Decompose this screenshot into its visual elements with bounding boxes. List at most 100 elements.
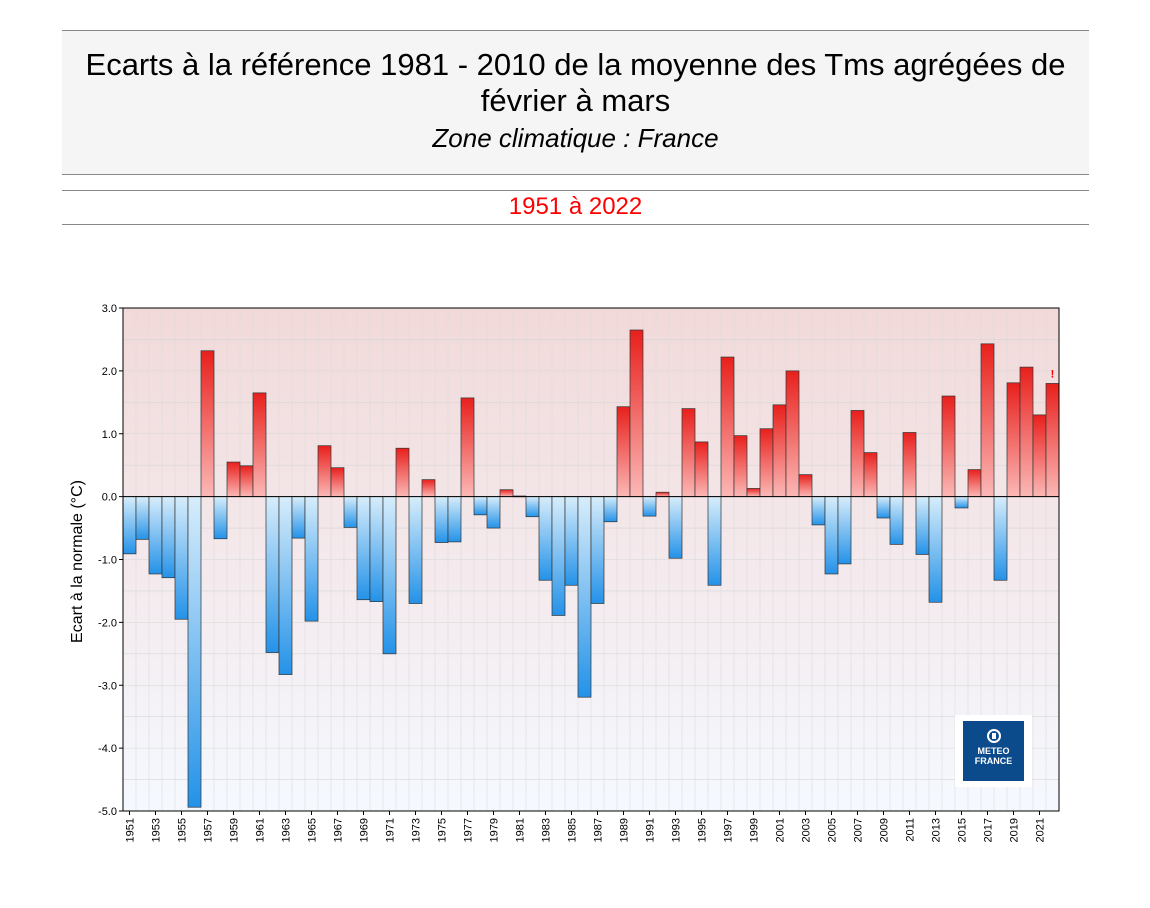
bar-1988	[603, 496, 618, 523]
x-tick-label: 1965	[307, 818, 319, 842]
bar-1989	[616, 406, 631, 497]
x-tick-label: 1969	[359, 818, 371, 842]
bar-2003	[798, 474, 813, 497]
x-tick-label: 1981	[515, 818, 527, 842]
x-tick-label: 1953	[151, 818, 163, 842]
logo-line2: FRANCE	[974, 756, 1013, 766]
bar-1997	[720, 356, 735, 497]
bar-1998	[733, 435, 748, 497]
bar-1985	[564, 496, 579, 586]
bar-1953	[148, 496, 163, 575]
bar-2015	[954, 496, 969, 509]
bar-1976	[447, 496, 462, 543]
x-tick-label: 2019	[1009, 818, 1021, 842]
x-tick-label: 1985	[567, 818, 579, 842]
bar-2016	[967, 469, 982, 497]
bar-2018	[993, 496, 1008, 581]
bar-1969	[356, 496, 371, 601]
x-tick-label: 1997	[723, 818, 735, 842]
bar-1968	[343, 496, 358, 528]
bar-1984	[551, 496, 566, 616]
bar-1966	[317, 445, 332, 497]
bar-2001	[772, 404, 787, 497]
bar-2013	[928, 496, 943, 603]
bar-1956	[187, 496, 202, 808]
bar-1974	[421, 479, 436, 497]
meteo-france-logo-icon	[986, 729, 1001, 743]
bar-1987	[590, 496, 605, 604]
bar-2007	[850, 410, 865, 497]
chart-title-line2: février à mars	[480, 83, 671, 118]
bar-2010	[889, 496, 904, 545]
bar-1992	[655, 491, 670, 497]
y-axis-label: Ecart à la normale (°C)	[69, 480, 86, 643]
bar-1963	[278, 496, 293, 675]
bar-2011	[902, 432, 917, 497]
x-tick-label: 1955	[177, 818, 189, 842]
meteo-france-logo: METEO FRANCE	[955, 715, 1032, 787]
y-tick-label: 1.0	[102, 429, 117, 441]
x-tick-label: 1999	[749, 818, 761, 842]
x-axis: 1951 1953 1955 1957 1959 1961 1963 1965 1967 1969…	[125, 811, 1047, 842]
x-tick-label: 1995	[697, 818, 709, 842]
chart-title: Ecarts à la référence 1981 - 2010 de la …	[62, 47, 1089, 119]
x-tick-label: 1951	[125, 818, 137, 842]
x-tick-label: 1979	[489, 818, 501, 842]
x-tick-label: 1993	[671, 818, 683, 842]
x-tick-label: 1967	[333, 818, 345, 842]
x-tick-label: 1963	[281, 818, 293, 842]
bar-1954	[161, 496, 176, 579]
title-panel: Ecarts à la référence 1981 - 2010 de la …	[62, 30, 1089, 175]
y-tick-label: 3.0	[102, 303, 117, 315]
bar-2012	[915, 496, 930, 555]
bar-1996	[707, 496, 722, 586]
bar-1994	[681, 408, 696, 497]
bar-1979	[486, 496, 501, 529]
bar-2002	[785, 370, 800, 497]
incomplete-year-marker: !	[1051, 368, 1055, 380]
bar-1961	[252, 392, 267, 497]
x-tick-label: 1991	[645, 818, 657, 842]
bar-1951	[122, 496, 137, 555]
bar-2008	[863, 452, 878, 497]
x-tick-label: 1957	[203, 818, 215, 842]
bar-1991	[642, 496, 657, 517]
logo-line1: METEO	[977, 746, 1010, 756]
bar-2009	[876, 496, 891, 519]
bar-2004	[811, 496, 826, 526]
bar-2005	[824, 496, 839, 575]
bar-1960	[239, 465, 254, 497]
y-axis: 3.0 2.0 1.0 0.0 -1.0 -2.0 -3.0 -4.0 -5.0	[98, 303, 123, 818]
y-tick-label: -1.0	[98, 555, 117, 567]
bar-1959	[226, 461, 241, 497]
bar-1977	[460, 397, 475, 497]
bar-1993	[668, 496, 683, 559]
bar-1958	[213, 496, 228, 540]
bar-1970	[369, 496, 384, 602]
bar-1971	[382, 496, 397, 655]
bar-1955	[174, 496, 189, 620]
x-tick-label: 1977	[463, 818, 475, 842]
bar-2022	[1045, 383, 1060, 497]
x-tick-label: 1971	[385, 818, 397, 842]
x-tick-label: 1989	[619, 818, 631, 842]
bar-1983	[538, 496, 553, 581]
bar-2019	[1006, 382, 1021, 497]
y-tick-label: 2.0	[102, 366, 117, 378]
bar-1990	[629, 329, 644, 497]
bar-1952	[135, 496, 150, 540]
bar-1957	[200, 350, 215, 497]
x-tick-label: 2021	[1035, 818, 1047, 842]
y-tick-label: -4.0	[98, 743, 117, 755]
bar-1973	[408, 496, 423, 604]
bar-2006	[837, 496, 852, 565]
bar-1995	[694, 441, 709, 497]
x-tick-label: 2013	[931, 818, 943, 842]
bar-1986	[577, 496, 592, 698]
chart-title-line1: Ecarts à la référence 1981 - 2010 de la …	[85, 47, 1066, 82]
bar-1975	[434, 496, 449, 543]
x-tick-label: 1983	[541, 818, 553, 842]
x-tick-label: 2009	[879, 818, 891, 842]
x-tick-label: 2005	[827, 818, 839, 842]
bar-1999	[746, 488, 761, 497]
